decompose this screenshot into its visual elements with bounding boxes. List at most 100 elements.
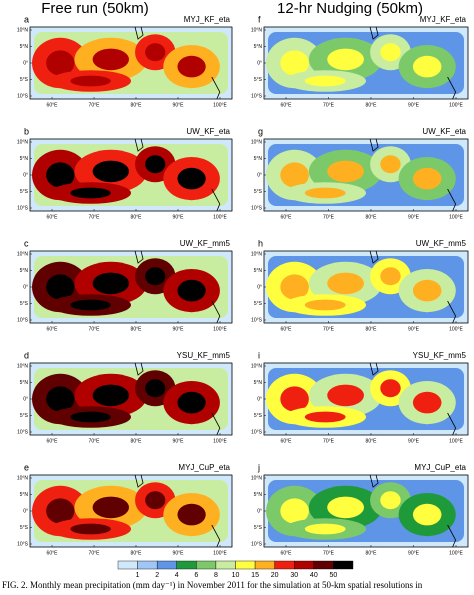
lat-label: 5°N — [20, 492, 29, 498]
lon-label: 80°E — [131, 438, 143, 444]
rain-core — [92, 384, 129, 407]
rain-core — [145, 155, 166, 174]
lat-label: 10°S — [251, 541, 263, 547]
lat-label: 10°N — [17, 27, 29, 33]
rain-core — [327, 272, 364, 295]
coast — [134, 27, 221, 99]
coast — [369, 475, 457, 547]
rain-core — [412, 55, 442, 78]
rain-core — [412, 503, 442, 526]
map-field — [30, 363, 232, 435]
lat-label: 5°N — [254, 492, 263, 498]
lat-label: 5°S — [254, 189, 263, 195]
panel-letter: d — [24, 350, 29, 360]
map-field — [30, 251, 232, 323]
rain-core — [327, 496, 364, 519]
lat-label: 0° — [257, 60, 262, 66]
lon-label: 80°E — [131, 214, 143, 220]
lat-label: 5°N — [20, 268, 29, 274]
rain-core — [304, 299, 346, 311]
lon-label: 70°E — [89, 550, 101, 556]
column-title: 12-hr Nudging (50km) — [277, 0, 423, 17]
lon-label: 100°E — [213, 214, 227, 220]
colorbar-box — [176, 560, 197, 570]
lon-label: 80°E — [131, 326, 143, 332]
lat-label: 5°N — [254, 44, 263, 50]
lat-label: 5°N — [20, 156, 29, 162]
rain-core — [304, 75, 346, 87]
lat-label: 5°S — [20, 189, 29, 195]
rain-core — [380, 379, 401, 398]
rain-core — [177, 279, 206, 302]
lon-label: 100°E — [449, 438, 463, 444]
lat-label: 5°S — [254, 413, 263, 419]
rain-core — [280, 386, 309, 412]
lat-label: 10°N — [17, 251, 29, 257]
colorbar-box — [294, 560, 315, 570]
lat-label: 5°N — [20, 380, 29, 386]
lon-label: 60°E — [47, 550, 59, 556]
coast — [369, 363, 457, 435]
panel-letter: g — [258, 126, 263, 136]
rain-core — [304, 187, 346, 199]
lon-label: 60°E — [281, 102, 293, 108]
lat-label: 10°N — [251, 27, 263, 33]
lat-label: 5°N — [254, 268, 263, 274]
panel-label: UW_KF_mm5 — [416, 239, 467, 248]
map-field — [30, 139, 232, 211]
lat-label: 5°S — [20, 525, 29, 531]
panel-letter: c — [24, 238, 29, 248]
lon-label: 80°E — [131, 550, 143, 556]
lat-label: 0° — [257, 172, 262, 178]
lat-label: 5°S — [20, 301, 29, 307]
lat-label: 10°S — [251, 205, 263, 211]
colorbar-box — [117, 560, 138, 570]
rain-core — [280, 162, 309, 188]
panel-letter: f — [258, 14, 261, 24]
rain-core — [177, 503, 206, 526]
rain-core — [327, 48, 364, 71]
panel-letter: e — [24, 462, 29, 472]
colorbar-box — [137, 560, 158, 570]
lon-label: 100°E — [213, 102, 227, 108]
map-field — [264, 251, 468, 323]
map-field — [264, 475, 468, 547]
colorbar-box — [196, 560, 217, 570]
rain-core — [412, 391, 442, 414]
lat-label: 10°S — [251, 93, 263, 99]
rain-core — [70, 75, 111, 87]
lat-label: 0° — [23, 284, 28, 290]
lon-label: 90°E — [408, 438, 420, 444]
colorbar-box — [313, 560, 334, 570]
coast — [369, 139, 457, 211]
map-field — [30, 27, 232, 99]
lat-label: 10°S — [17, 317, 29, 323]
map-field — [264, 363, 468, 435]
colorbar-label: 8 — [214, 572, 218, 579]
panel-label: MYJ_CuP_eta — [178, 463, 230, 472]
rain-core — [70, 411, 111, 423]
lon-label: 60°E — [281, 550, 293, 556]
lon-label: 90°E — [408, 326, 420, 332]
lat-label: 10°S — [17, 205, 29, 211]
lon-label: 100°E — [449, 326, 463, 332]
rain-core — [412, 279, 442, 302]
lon-label: 90°E — [408, 102, 420, 108]
lon-label: 90°E — [173, 326, 185, 332]
lat-label: 10°N — [251, 475, 263, 481]
rain-core — [46, 50, 75, 76]
map-field — [264, 27, 468, 99]
rain-core — [280, 50, 309, 76]
rain-core — [70, 523, 111, 535]
lat-label: 0° — [257, 508, 262, 514]
rain-core — [145, 43, 166, 62]
panel-label: UW_KF_mm5 — [180, 239, 231, 248]
colorbar-label: 30 — [290, 572, 298, 579]
lat-label: 10°S — [17, 93, 29, 99]
colorbar-label: 4 — [175, 572, 179, 579]
lat-label: 0° — [257, 284, 262, 290]
lat-label: 10°N — [251, 139, 263, 145]
rain-core — [304, 523, 346, 535]
rain-core — [145, 491, 166, 510]
